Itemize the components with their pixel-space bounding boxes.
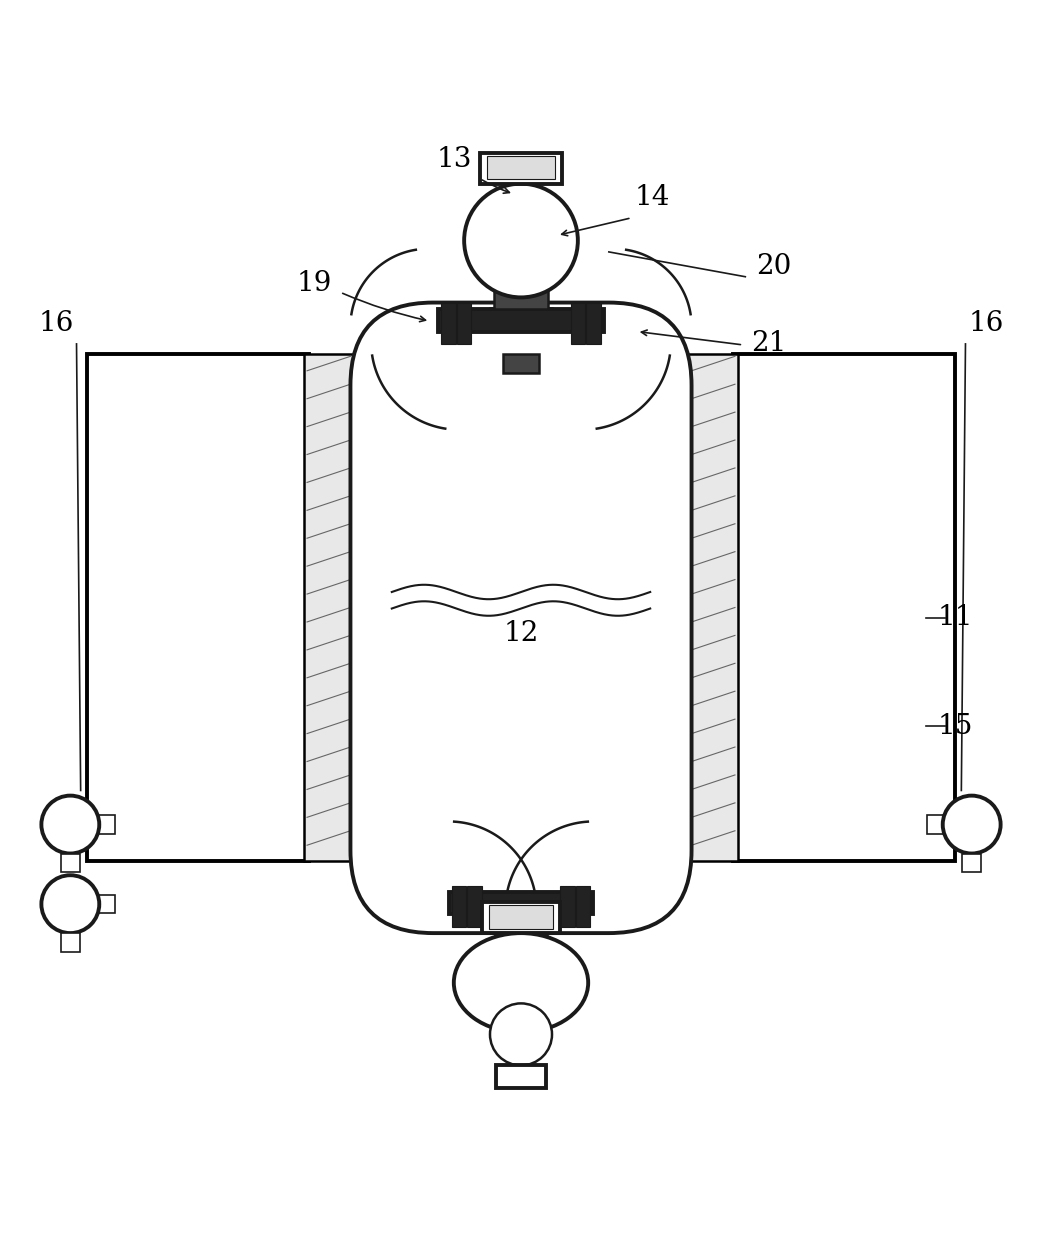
Bar [561, 886, 575, 927]
Text: 12: 12 [503, 619, 539, 647]
Bar [96, 895, 115, 913]
Bar [96, 815, 115, 834]
Bar [482, 902, 560, 933]
Text: 13: 13 [437, 147, 471, 173]
Bar [496, 1065, 546, 1088]
Bar [576, 886, 590, 927]
Bar [467, 886, 481, 927]
Ellipse shape [454, 933, 588, 1033]
Text: 16: 16 [968, 310, 1003, 336]
Bar [571, 303, 586, 344]
Circle shape [943, 796, 1000, 854]
Bar [439, 309, 603, 331]
Bar [927, 815, 946, 834]
Text: 16: 16 [39, 310, 74, 336]
FancyBboxPatch shape [350, 303, 692, 933]
Text: 15: 15 [938, 713, 973, 740]
Bar [452, 886, 466, 927]
Bar [963, 854, 981, 872]
Circle shape [42, 875, 99, 933]
Bar [487, 156, 555, 178]
Bar [490, 905, 552, 930]
Bar [493, 892, 549, 928]
Bar [494, 287, 548, 309]
Bar [503, 354, 539, 373]
Bar [495, 915, 547, 936]
Bar [61, 933, 79, 952]
Bar [304, 354, 353, 861]
Text: 14: 14 [635, 183, 670, 211]
Circle shape [464, 183, 578, 298]
Bar [61, 854, 79, 872]
Circle shape [42, 796, 99, 854]
Bar [449, 892, 593, 915]
Text: 19: 19 [297, 270, 332, 298]
Text: 21: 21 [751, 330, 787, 358]
Circle shape [490, 1003, 552, 1065]
Bar [442, 303, 456, 344]
Bar [456, 303, 471, 344]
Bar [86, 354, 309, 861]
Bar [689, 354, 738, 861]
Text: 11: 11 [938, 604, 973, 632]
Bar [479, 153, 563, 183]
Bar [586, 303, 600, 344]
Bar [733, 354, 956, 861]
Text: 20: 20 [756, 253, 792, 280]
